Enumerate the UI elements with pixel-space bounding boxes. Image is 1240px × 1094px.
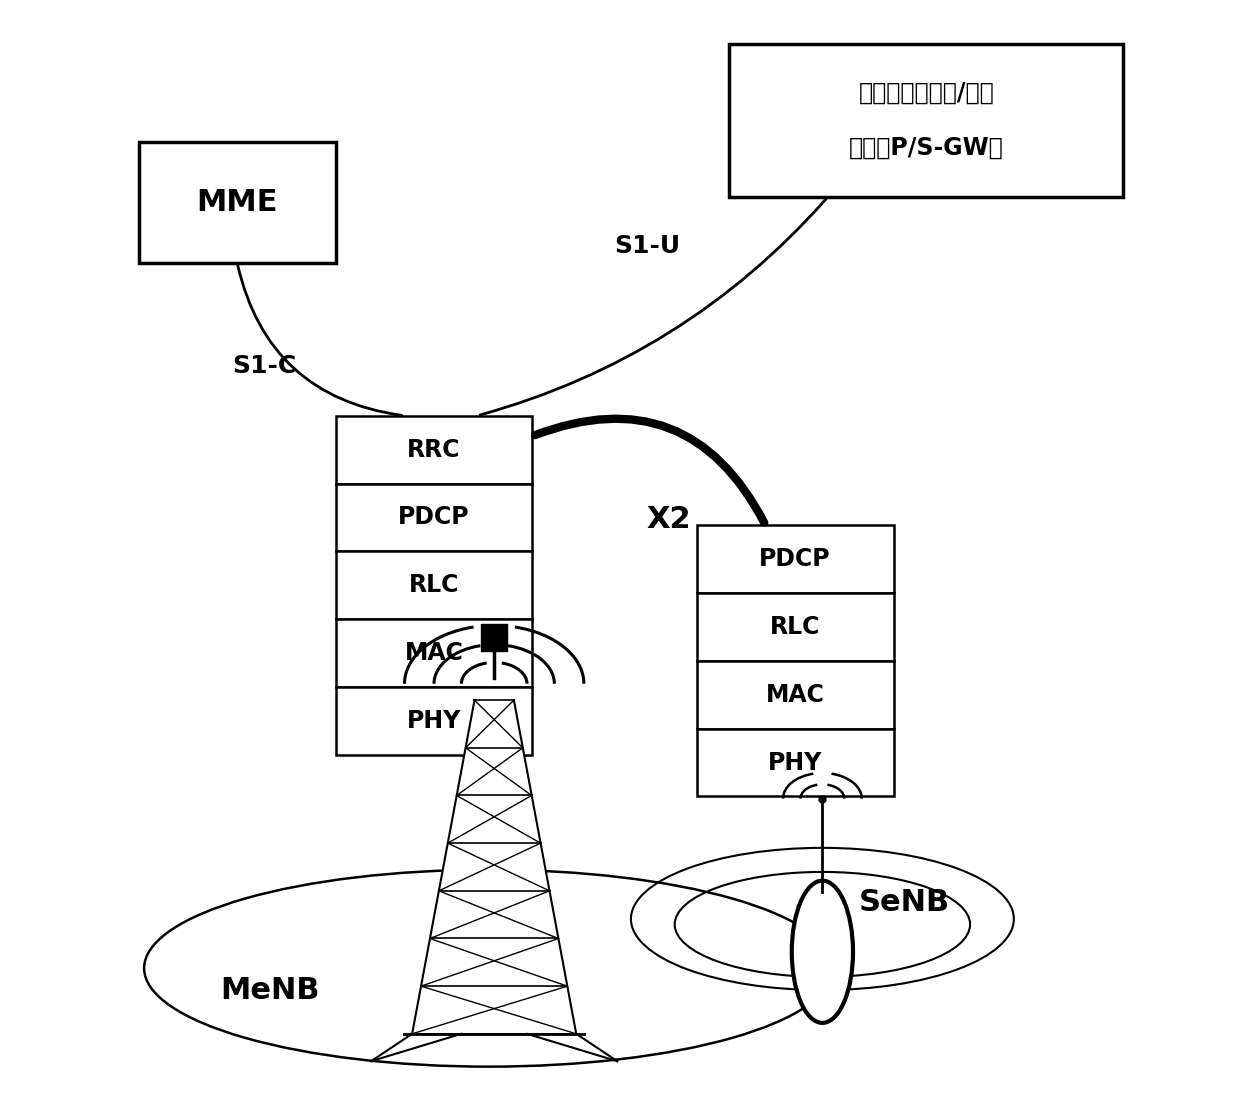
FancyBboxPatch shape bbox=[336, 687, 532, 755]
FancyBboxPatch shape bbox=[336, 551, 532, 619]
Text: S1-U: S1-U bbox=[614, 234, 681, 258]
FancyBboxPatch shape bbox=[697, 729, 894, 796]
Text: SeNB: SeNB bbox=[859, 888, 950, 917]
Text: MAC: MAC bbox=[404, 641, 464, 665]
FancyBboxPatch shape bbox=[697, 593, 894, 661]
FancyBboxPatch shape bbox=[729, 44, 1123, 197]
Text: 网关（P/S-GW）: 网关（P/S-GW） bbox=[849, 136, 1003, 160]
FancyBboxPatch shape bbox=[697, 661, 894, 729]
Text: 分组数据网网关/服务: 分组数据网网关/服务 bbox=[858, 81, 994, 105]
Text: PHY: PHY bbox=[768, 750, 822, 775]
Polygon shape bbox=[412, 700, 577, 1034]
Text: RRC: RRC bbox=[407, 438, 461, 462]
Text: RLC: RLC bbox=[770, 615, 820, 639]
Text: PDCP: PDCP bbox=[398, 505, 470, 529]
FancyBboxPatch shape bbox=[697, 525, 894, 593]
Text: MeNB: MeNB bbox=[221, 976, 320, 1004]
Text: PDCP: PDCP bbox=[759, 547, 831, 571]
FancyBboxPatch shape bbox=[336, 416, 532, 484]
Bar bbox=[481, 624, 507, 651]
FancyBboxPatch shape bbox=[139, 142, 336, 263]
Ellipse shape bbox=[792, 881, 853, 1023]
Text: MME: MME bbox=[196, 188, 278, 217]
Text: MAC: MAC bbox=[765, 683, 825, 707]
Text: S1-C: S1-C bbox=[232, 354, 296, 379]
Text: X2: X2 bbox=[647, 505, 692, 534]
Text: RLC: RLC bbox=[409, 573, 459, 597]
Text: PHY: PHY bbox=[407, 709, 461, 733]
FancyBboxPatch shape bbox=[336, 619, 532, 687]
FancyBboxPatch shape bbox=[336, 484, 532, 551]
